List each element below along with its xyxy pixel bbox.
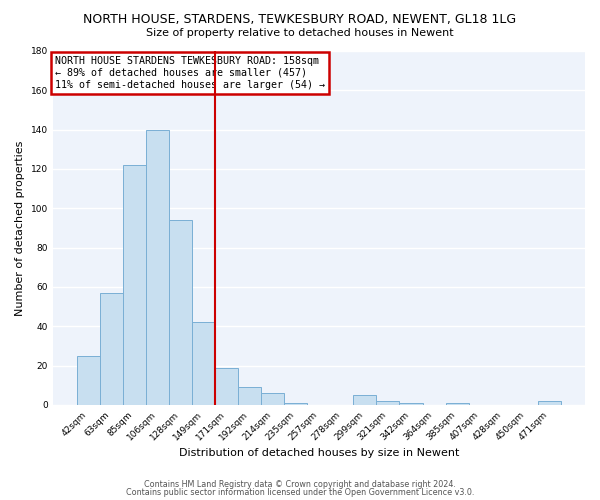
Bar <box>238 388 261 405</box>
Text: NORTH HOUSE STARDENS TEWKESBURY ROAD: 158sqm
← 89% of detached houses are smalle: NORTH HOUSE STARDENS TEWKESBURY ROAD: 15… <box>55 56 325 90</box>
Bar <box>446 403 469 405</box>
Bar <box>100 293 123 405</box>
Y-axis label: Number of detached properties: Number of detached properties <box>15 140 25 316</box>
Text: Size of property relative to detached houses in Newent: Size of property relative to detached ho… <box>146 28 454 38</box>
Bar <box>261 393 284 405</box>
Bar <box>192 322 215 405</box>
Text: NORTH HOUSE, STARDENS, TEWKESBURY ROAD, NEWENT, GL18 1LG: NORTH HOUSE, STARDENS, TEWKESBURY ROAD, … <box>83 12 517 26</box>
Bar <box>215 368 238 405</box>
Text: Contains HM Land Registry data © Crown copyright and database right 2024.: Contains HM Land Registry data © Crown c… <box>144 480 456 489</box>
Text: Contains public sector information licensed under the Open Government Licence v3: Contains public sector information licen… <box>126 488 474 497</box>
Bar <box>77 356 100 405</box>
Bar <box>169 220 192 405</box>
Bar <box>123 165 146 405</box>
Bar <box>146 130 169 405</box>
Bar <box>376 401 400 405</box>
Bar <box>538 401 561 405</box>
Bar <box>353 395 376 405</box>
Bar <box>400 403 422 405</box>
X-axis label: Distribution of detached houses by size in Newent: Distribution of detached houses by size … <box>179 448 459 458</box>
Bar <box>284 403 307 405</box>
